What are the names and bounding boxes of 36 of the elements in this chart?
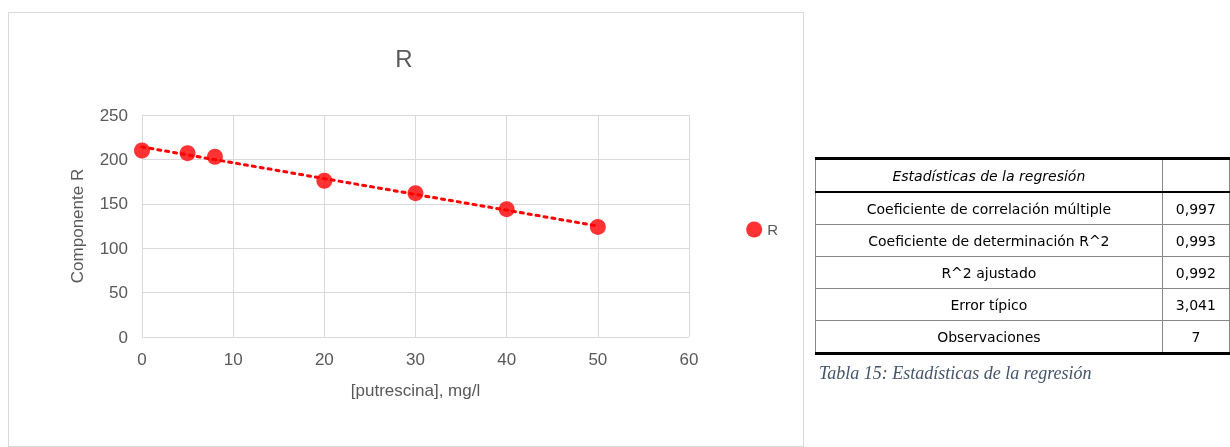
- x-tick-label: 0: [137, 350, 147, 369]
- text: Estadísticas de la regresión: [815, 158, 1163, 192]
- point: [179, 145, 196, 162]
- y-tick-label: 250: [99, 105, 128, 125]
- point: [498, 201, 515, 218]
- text: 0,993: [1175, 232, 1216, 249]
- category-label: Observaciones: [815, 320, 1163, 354]
- point: [206, 148, 223, 165]
- chart-title: R: [395, 44, 413, 72]
- point: [407, 185, 424, 202]
- y-tick-label: 50: [109, 283, 128, 303]
- x-axis-title: [putrescina], mg/l: [350, 381, 481, 400]
- category-label: R^2 ajustado: [815, 256, 1163, 289]
- text: 7: [1191, 328, 1201, 345]
- point: [134, 142, 150, 159]
- x-tick-label: 50: [588, 350, 608, 369]
- point: [316, 172, 333, 189]
- y-tick-label: 100: [99, 238, 128, 258]
- x-tick-label: 20: [314, 350, 334, 369]
- text: 0,992: [1175, 264, 1216, 281]
- category-label: Coeficiente de correlación múltiple: [815, 192, 1163, 225]
- text: 3,041: [1175, 296, 1216, 313]
- y-axis-title: Componente R: [68, 168, 87, 284]
- y-tick-label: 0: [118, 327, 128, 347]
- category-label: Error típico: [815, 288, 1163, 321]
- text: 0,997: [1175, 200, 1216, 217]
- x-tick-label: 40: [497, 350, 517, 369]
- text: Tabla 15: Estadísticas de la regresión: [818, 363, 1093, 384]
- x-tick-label: 10: [223, 350, 243, 369]
- point: [589, 218, 606, 235]
- x-tick-label: 60: [679, 350, 699, 369]
- legend-label: R: [767, 221, 779, 238]
- y-tick-label: 200: [99, 149, 128, 169]
- x-tick-label: 30: [406, 350, 425, 369]
- category-label: Coeficiente de determinación R^2: [815, 224, 1163, 257]
- y-tick-label: 150: [99, 194, 128, 214]
